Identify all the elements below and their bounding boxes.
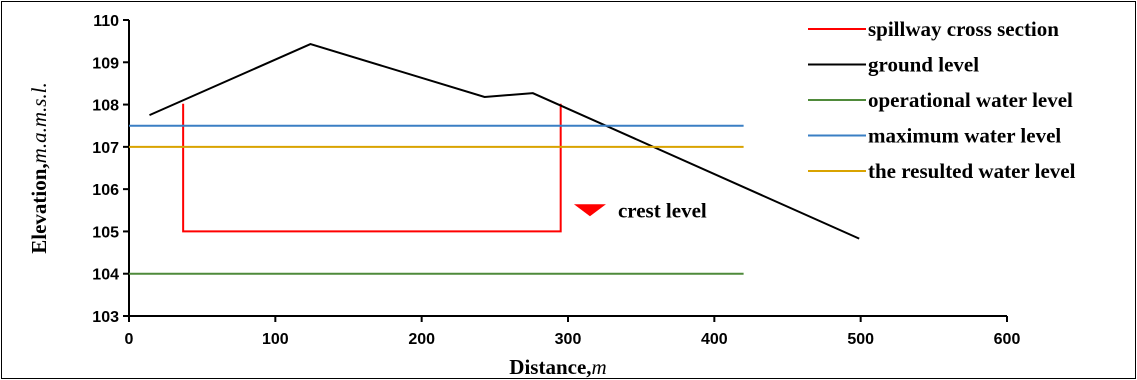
y-tick-label: 106 bbox=[92, 182, 119, 199]
y-tick-label: 110 bbox=[93, 13, 119, 30]
axes: 103 104 105 106 107 108 109 110 0 100 200 300 400 500… bbox=[92, 13, 1020, 348]
legend: spillway cross section ground level operat… bbox=[808, 17, 1076, 183]
x-axis-title-text: Distance, bbox=[509, 355, 591, 378]
x-tick-label: 300 bbox=[555, 331, 582, 348]
x-tick-label: 400 bbox=[701, 331, 728, 348]
y-tick-label: 109 bbox=[92, 55, 119, 72]
legend-label: spillway cross section bbox=[868, 17, 1059, 41]
crest-level-marker-icon bbox=[573, 204, 606, 217]
x-tick-label: 500 bbox=[847, 331, 874, 348]
y-axis-title-text: Elevation, bbox=[27, 163, 51, 253]
x-tick-label: 100 bbox=[262, 331, 289, 348]
annotation-layer: crest level bbox=[573, 198, 707, 222]
y-tick-label: 103 bbox=[92, 309, 119, 326]
series-line-ground-level bbox=[149, 43, 860, 240]
x-tick-label: 0 bbox=[125, 331, 134, 348]
crest-level-label: crest level bbox=[618, 198, 707, 222]
series-line-spillway-cross-section bbox=[182, 103, 562, 233]
y-axis-title-unit: m.a.m.s.l. bbox=[27, 82, 51, 163]
y-tick-label: 104 bbox=[92, 267, 119, 284]
x-tick-label: 200 bbox=[408, 331, 435, 348]
legend-label: ground level bbox=[868, 53, 979, 77]
legend-label: the resulted water level bbox=[868, 159, 1076, 183]
y-tick-label: 107 bbox=[92, 140, 119, 157]
legend-label: operational water level bbox=[868, 88, 1073, 112]
x-tick-label: 600 bbox=[994, 331, 1021, 348]
legend-label: maximum water level bbox=[868, 124, 1061, 148]
y-tick-label: 105 bbox=[92, 224, 119, 241]
series-layer bbox=[129, 43, 860, 275]
y-axis-title: Elevation,m.a.m.s.l. bbox=[27, 82, 51, 254]
x-axis-title: Distance,m bbox=[509, 355, 606, 378]
y-tick-label: 108 bbox=[92, 98, 119, 115]
x-axis-title-unit: m bbox=[592, 355, 607, 378]
